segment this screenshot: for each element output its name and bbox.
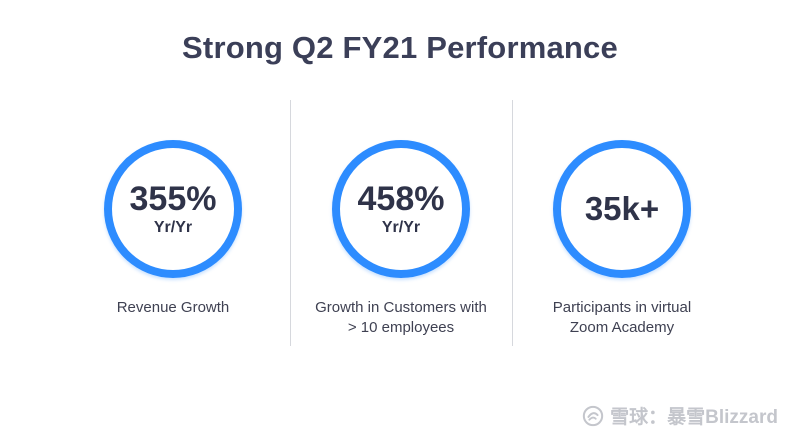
metric-value: 458%: [357, 180, 445, 218]
metric-caption: Revenue Growth: [63, 298, 283, 318]
metric-value: 35k+: [584, 190, 660, 227]
metric-customer-growth: 458% Yr/Yr Growth in Customers with > 10…: [291, 140, 511, 338]
metric-ring: 35k+: [553, 140, 691, 278]
watermark-text: 雪球：暴雪Blizzard: [610, 407, 778, 428]
slide-title: Strong Q2 FY21 Performance: [182, 30, 618, 65]
metric-caption: Participants in virtual Zoom Academy: [512, 298, 732, 338]
metric-value: 355%: [129, 180, 217, 218]
watermark: 雪球：暴雪Blizzard: [582, 402, 778, 429]
metric-caption-line: Revenue Growth: [116, 299, 230, 316]
metric-caption-line: Zoom Academy: [569, 319, 675, 336]
metric-caption: Growth in Customers with > 10 employees: [291, 298, 511, 338]
metric-ring: 355% Yr/Yr: [104, 140, 242, 278]
metric-unit: Yr/Yr: [153, 219, 193, 236]
metric-caption-line: Participants in virtual: [552, 299, 692, 316]
column-divider: [512, 100, 513, 346]
metric-ring: 458% Yr/Yr: [332, 140, 470, 278]
metric-unit: Yr/Yr: [381, 219, 421, 236]
metric-caption-line: > 10 employees: [347, 319, 455, 336]
metric-zoom-academy: 35k+ Participants in virtual Zoom Academ…: [512, 140, 732, 338]
metric-caption-line: Growth in Customers with: [315, 299, 487, 316]
column-divider: [290, 100, 291, 346]
snowball-logo-icon: [582, 405, 604, 426]
metric-revenue-growth: 355% Yr/Yr Revenue Growth: [63, 140, 283, 318]
